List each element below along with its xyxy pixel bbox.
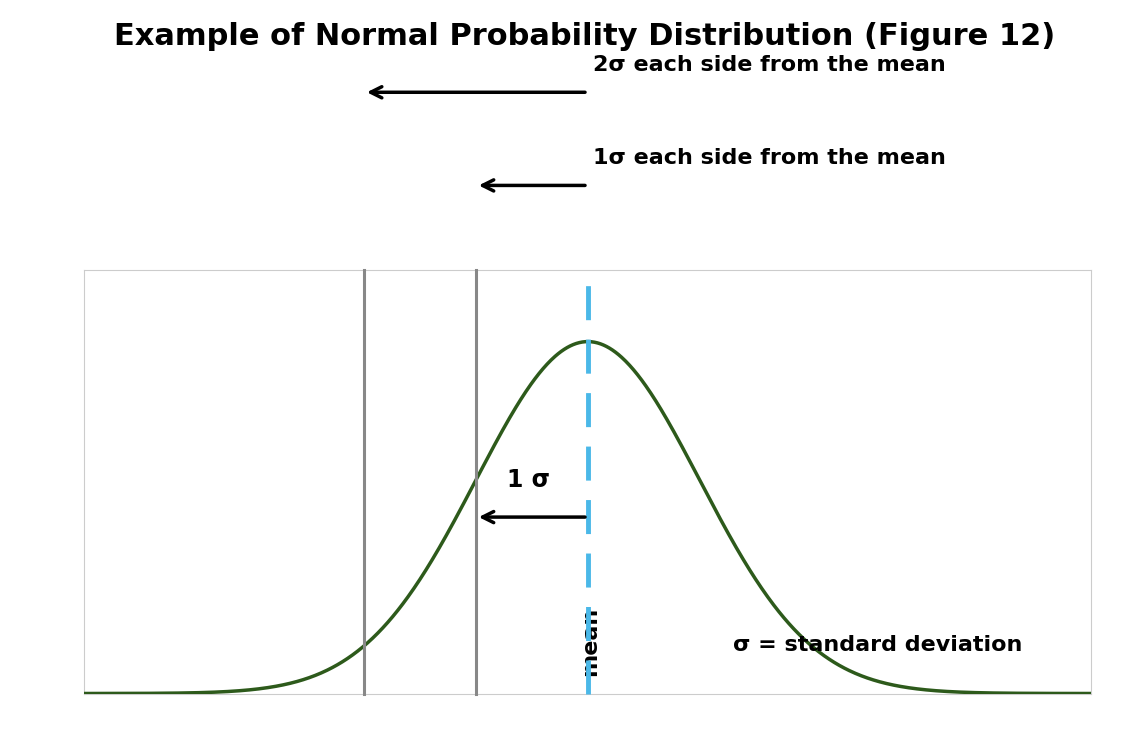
Text: 2σ each side from the mean: 2σ each side from the mean: [593, 55, 946, 75]
Text: 1σ each side from the mean: 1σ each side from the mean: [593, 148, 946, 169]
Text: mean: mean: [580, 607, 600, 676]
Text: Example of Normal Probability Distribution (Figure 12): Example of Normal Probability Distributi…: [115, 22, 1055, 51]
Text: σ = standard deviation: σ = standard deviation: [734, 635, 1023, 655]
Text: 1 σ: 1 σ: [507, 469, 550, 492]
